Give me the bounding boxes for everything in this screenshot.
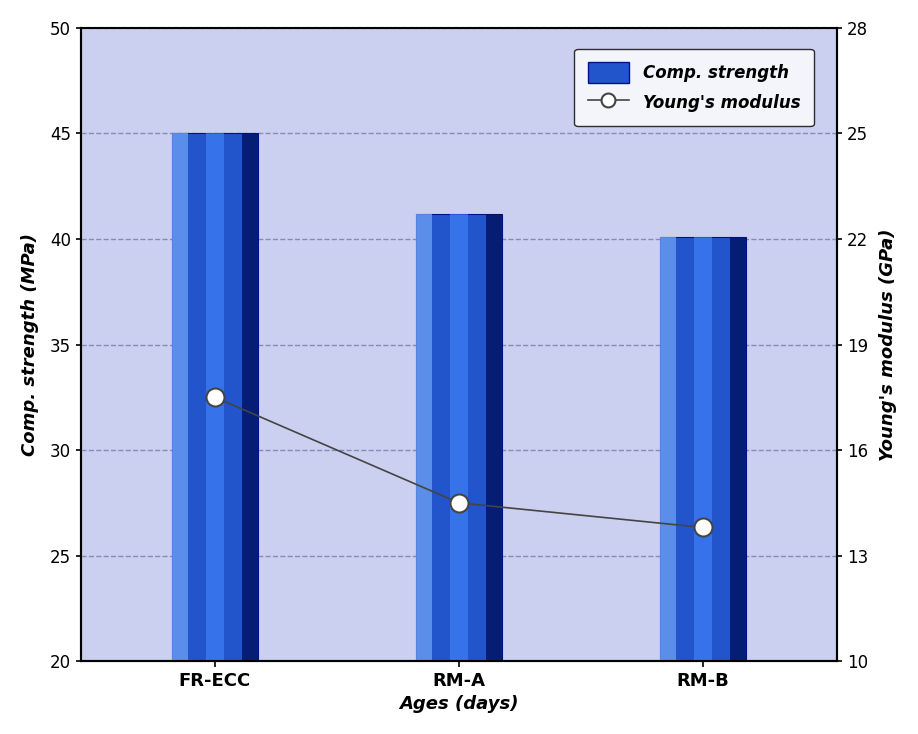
- X-axis label: Ages (days): Ages (days): [399, 695, 519, 713]
- Bar: [660, 237, 676, 661]
- Y-axis label: Comp. strength (MPa): Comp. strength (MPa): [21, 233, 39, 456]
- Bar: [206, 134, 224, 661]
- Bar: [242, 134, 258, 661]
- Bar: [730, 237, 745, 661]
- Bar: [173, 134, 187, 661]
- Bar: [660, 237, 745, 661]
- Bar: [416, 214, 431, 661]
- Bar: [693, 237, 712, 661]
- Legend: Comp. strength, Young's modulus: Comp. strength, Young's modulus: [575, 49, 813, 126]
- Bar: [487, 214, 501, 661]
- Y-axis label: Young's modulus (GPa): Young's modulus (GPa): [879, 228, 897, 461]
- Bar: [450, 214, 468, 661]
- Bar: [173, 134, 258, 661]
- Bar: [416, 214, 501, 661]
